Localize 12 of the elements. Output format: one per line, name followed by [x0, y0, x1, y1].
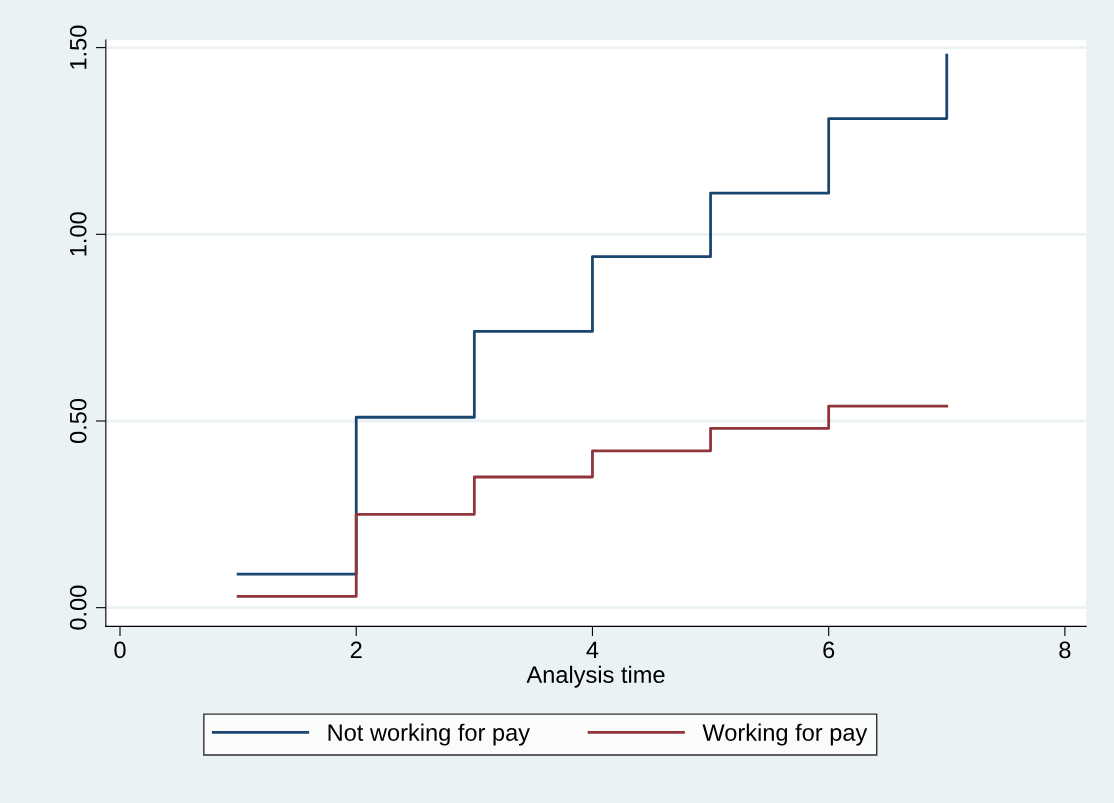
x-tick-label: 0: [114, 641, 126, 659]
y-tick-label: 1.50: [69, 25, 87, 69]
x-tick-label: 6: [823, 641, 835, 659]
x-tick-label: 4: [586, 641, 599, 659]
x-tick-label: 8: [1059, 641, 1071, 659]
y-tick-label: 1.00: [69, 212, 87, 256]
legend-label: Working for pay: [702, 723, 868, 746]
x-axis-title: Analysis time: [526, 665, 665, 688]
y-tick-label: 0.00: [69, 585, 87, 630]
legend-label: Not working for pay: [328, 723, 530, 746]
y-tick-label: 0.50: [69, 398, 87, 444]
x-tick-label: 2: [350, 641, 362, 659]
